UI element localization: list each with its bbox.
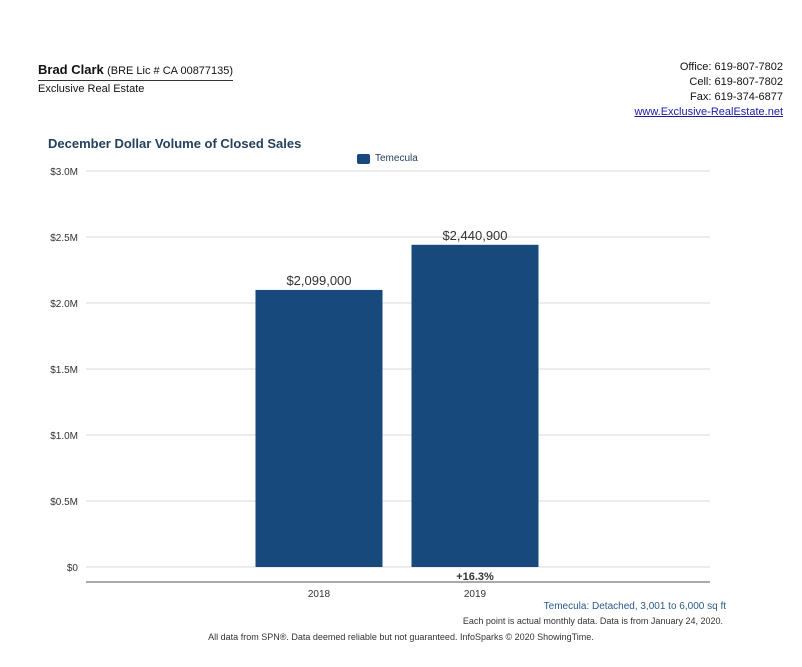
agent-info: Brad Clark (BRE Lic # CA 00877135) Exclu… [38,61,234,95]
agent-license: (BRE Lic # CA 00877135) [107,65,234,77]
series-description: Temecula: Detached, 3,001 to 6,000 sq ft [543,601,726,612]
change-label: +16.3% [456,571,494,583]
office-phone: Office: 619-807-7802 [679,61,783,73]
y-tick-label: $1.0M [50,431,78,442]
bar-2018 [255,289,383,567]
y-tick-label: $1.5M [50,365,78,376]
y-tick-label: $2.0M [50,299,78,310]
agent-name: Brad Clark [38,62,104,77]
legend-label: Temecula [375,153,418,164]
y-tick-label: $0.5M [50,497,78,508]
chart-legend[interactable]: Temecula [357,153,418,164]
fax-number: Fax: 619-374-6877 [690,91,783,103]
source-note: All data from SPN®. Data deemed reliable… [208,632,594,642]
chart-title: December Dollar Volume of Closed Sales [48,136,302,151]
cell-phone: Cell: 619-807-7802 [689,76,783,88]
bar-2019 [411,244,539,567]
data-note: Each point is actual monthly data. Data … [462,616,723,626]
y-tick-label: $0 [67,563,79,574]
legend-swatch [357,153,370,164]
agent-company: Exclusive Real Estate [38,83,145,95]
data-label: $2,099,000 [286,273,351,288]
x-tick-label: 2018 [308,589,331,600]
website-link[interactable]: www.Exclusive-RealEstate.net [634,106,783,118]
data-label: $2,440,900 [442,228,507,243]
x-tick-label: 2019 [464,589,487,600]
y-tick-label: $3.0M [50,167,78,178]
agent-name-line: Brad Clark (BRE Lic # CA 00877135) [38,62,234,81]
y-tick-label: $2.5M [50,233,78,244]
contact-info: Office: 619-807-7802 Cell: 619-807-7802 … [634,60,783,120]
